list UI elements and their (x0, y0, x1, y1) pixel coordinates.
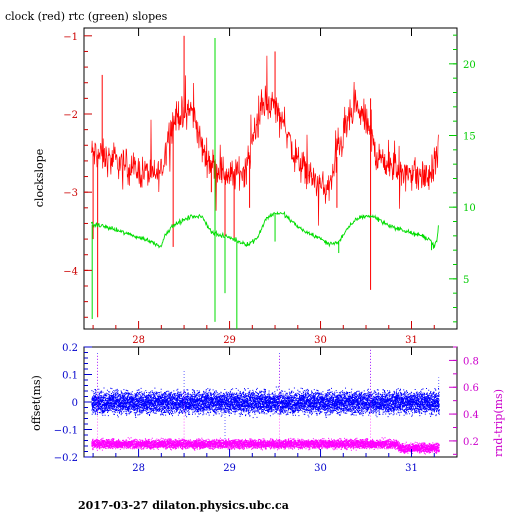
top-x-tick-label: 30 (314, 335, 327, 346)
bottom-y-tick-label: −0.2 (54, 453, 78, 464)
top-x-tick-label: 31 (405, 335, 418, 346)
top-y2-tick-label: 5 (463, 275, 469, 286)
top-y2-tick-label: 20 (463, 60, 476, 71)
rndtrip-series-points (91, 437, 440, 455)
top-y-tick-label: −1 (63, 32, 78, 43)
top-y-tick-label: −4 (63, 266, 78, 277)
top-y2-tick-label: 15 (463, 132, 476, 143)
clock-slope-chart: 28 29 30 31 −1 −2 −3 −4 5 10 15 20 clockslope (33, 27, 476, 346)
bottom-y2-tick-label: 0.4 (463, 410, 479, 421)
footer-text: 2017-03-27 dilaton.physics.ubc.ca (78, 499, 289, 512)
top-y2-tick-label: 10 (463, 203, 476, 214)
bottom-y-tick-label: −0.1 (54, 426, 78, 437)
top-y-tick-label: −3 (63, 188, 78, 199)
bottom-y2-tick-label: 0.2 (463, 437, 479, 448)
rtc-series-line (90, 210, 439, 249)
bottom-y-tick-label: 0.1 (62, 371, 78, 382)
bottom-x-tick-label: 29 (223, 463, 236, 474)
bottom-x-tick-label: 30 (314, 463, 327, 474)
chart-title: clock (red) rtc (green) slopes (5, 10, 168, 23)
top-x-tick-label: 29 (223, 335, 236, 346)
top-y-tick-label: −2 (63, 110, 78, 121)
bottom-y2-tick-label: 0.6 (463, 383, 479, 394)
top-series-group (90, 35, 439, 329)
bottom-x-tick-label: 31 (405, 463, 418, 474)
offset-rndtrip-chart: 28 29 30 31 0.2 0.1 0 −0.1 −0.2 0.8 0.6 0.4 0.2 offs… (30, 343, 505, 474)
top-x-tick-label: 28 (132, 335, 145, 346)
bottom-series-group (91, 349, 440, 455)
bottom-x-tick-label: 28 (132, 463, 145, 474)
bottom-y2-tick-label: 0.8 (463, 356, 479, 367)
offset-series-points (91, 386, 440, 419)
y2-axis-label-rndtrip: rnd-trip(ms) (492, 389, 505, 457)
bottom-y-tick-label: 0.2 (62, 343, 78, 354)
clock-series-line (90, 55, 439, 226)
bottom-y-tick-label: 0 (72, 398, 78, 409)
y-axis-label-clockslope: clockslope (33, 149, 46, 207)
bottom-axes-group: 28 29 30 31 0.2 0.1 0 −0.1 −0.2 0.8 0.6 0.4 0.2 (54, 343, 479, 474)
y-axis-label-offset: offset(ms) (30, 375, 43, 431)
top-axes-group: 28 29 30 31 −1 −2 −3 −4 5 10 15 20 (63, 28, 476, 346)
